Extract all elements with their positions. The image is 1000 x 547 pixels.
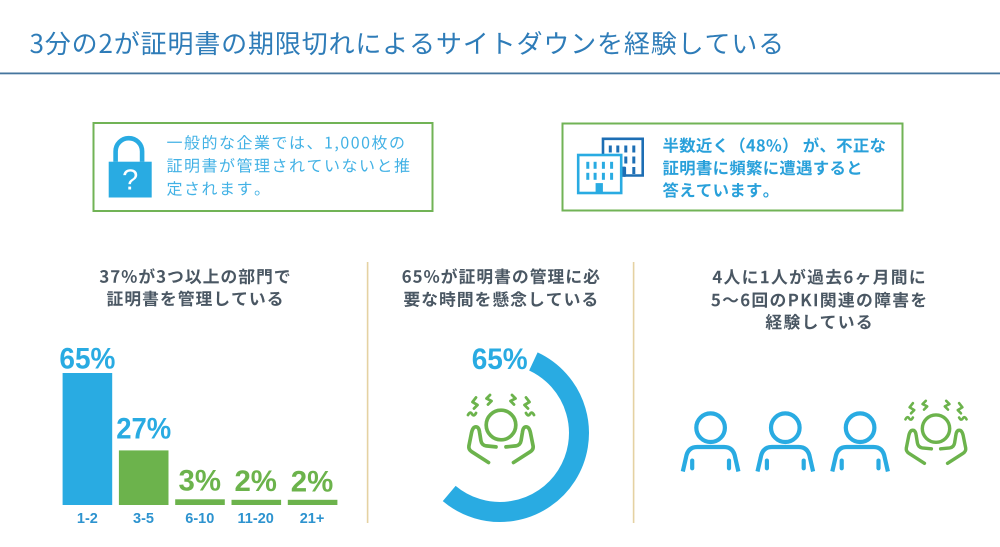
svg-text:3-5: 3-5 <box>133 511 154 527</box>
svg-text:65%: 65% <box>472 343 528 376</box>
svg-text:65%: 65% <box>59 343 115 376</box>
svg-text:11-20: 11-20 <box>238 511 274 527</box>
svg-text:21+: 21+ <box>300 511 325 527</box>
svg-text:2%: 2% <box>291 466 334 499</box>
svg-text:?: ? <box>122 165 138 197</box>
svg-text:6-10: 6-10 <box>185 511 214 527</box>
svg-text:1-2: 1-2 <box>77 511 98 527</box>
svg-text:27%: 27% <box>116 413 171 446</box>
svg-text:2%: 2% <box>234 465 277 498</box>
svg-text:3%: 3% <box>179 465 222 498</box>
